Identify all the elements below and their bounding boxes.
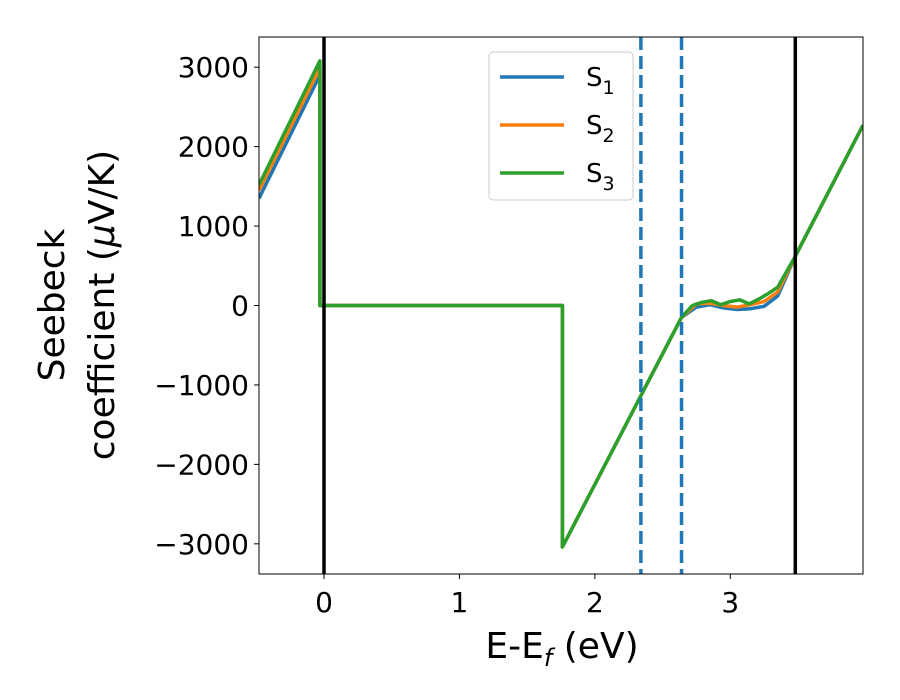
y-axis-title: Seebeck coefficient (μV/K) [32,150,123,460]
plot-area [259,37,863,574]
y-tick-label: −2000 [154,448,249,481]
x-tick-label: 1 [451,586,469,619]
x-tick-label: 2 [586,586,604,619]
y-tick-label: 1000 [178,210,249,243]
y-tick-label: 0 [231,290,249,323]
legend-label-s3: S3 [586,159,615,195]
x-ticks: 0 1 2 3 [315,574,739,619]
y-tick-label: 3000 [178,51,249,84]
y-axis-title-line2: coefficient (μV/K) [82,150,123,460]
legend: S1 S2 S3 [488,51,634,201]
y-tick-label: −3000 [154,528,249,561]
y-axis-title-pre: coefficient ( [82,247,123,460]
y-axis-title-post: V/K) [82,150,123,224]
y-tick-label: −1000 [154,369,249,402]
plot-layer [259,37,863,574]
x-tick-label: 0 [315,586,333,619]
x-tick-label: 3 [721,586,739,619]
legend-label-s2: S2 [586,111,615,147]
x-axis-title: E-Ef (eV) [485,626,638,672]
x-axis-title-rest: (eV) [552,626,638,667]
y-axis-title-mu: μ [82,224,123,248]
y-ticks: −3000 −2000 −1000 0 1000 2000 3000 [154,51,259,561]
series-line-s3 [259,59,863,549]
x-axis-title-main: E-E [485,626,543,667]
y-tick-label: 2000 [178,131,249,164]
y-axis-title-line1: Seebeck [32,228,73,381]
legend-label-s1: S1 [586,63,615,99]
